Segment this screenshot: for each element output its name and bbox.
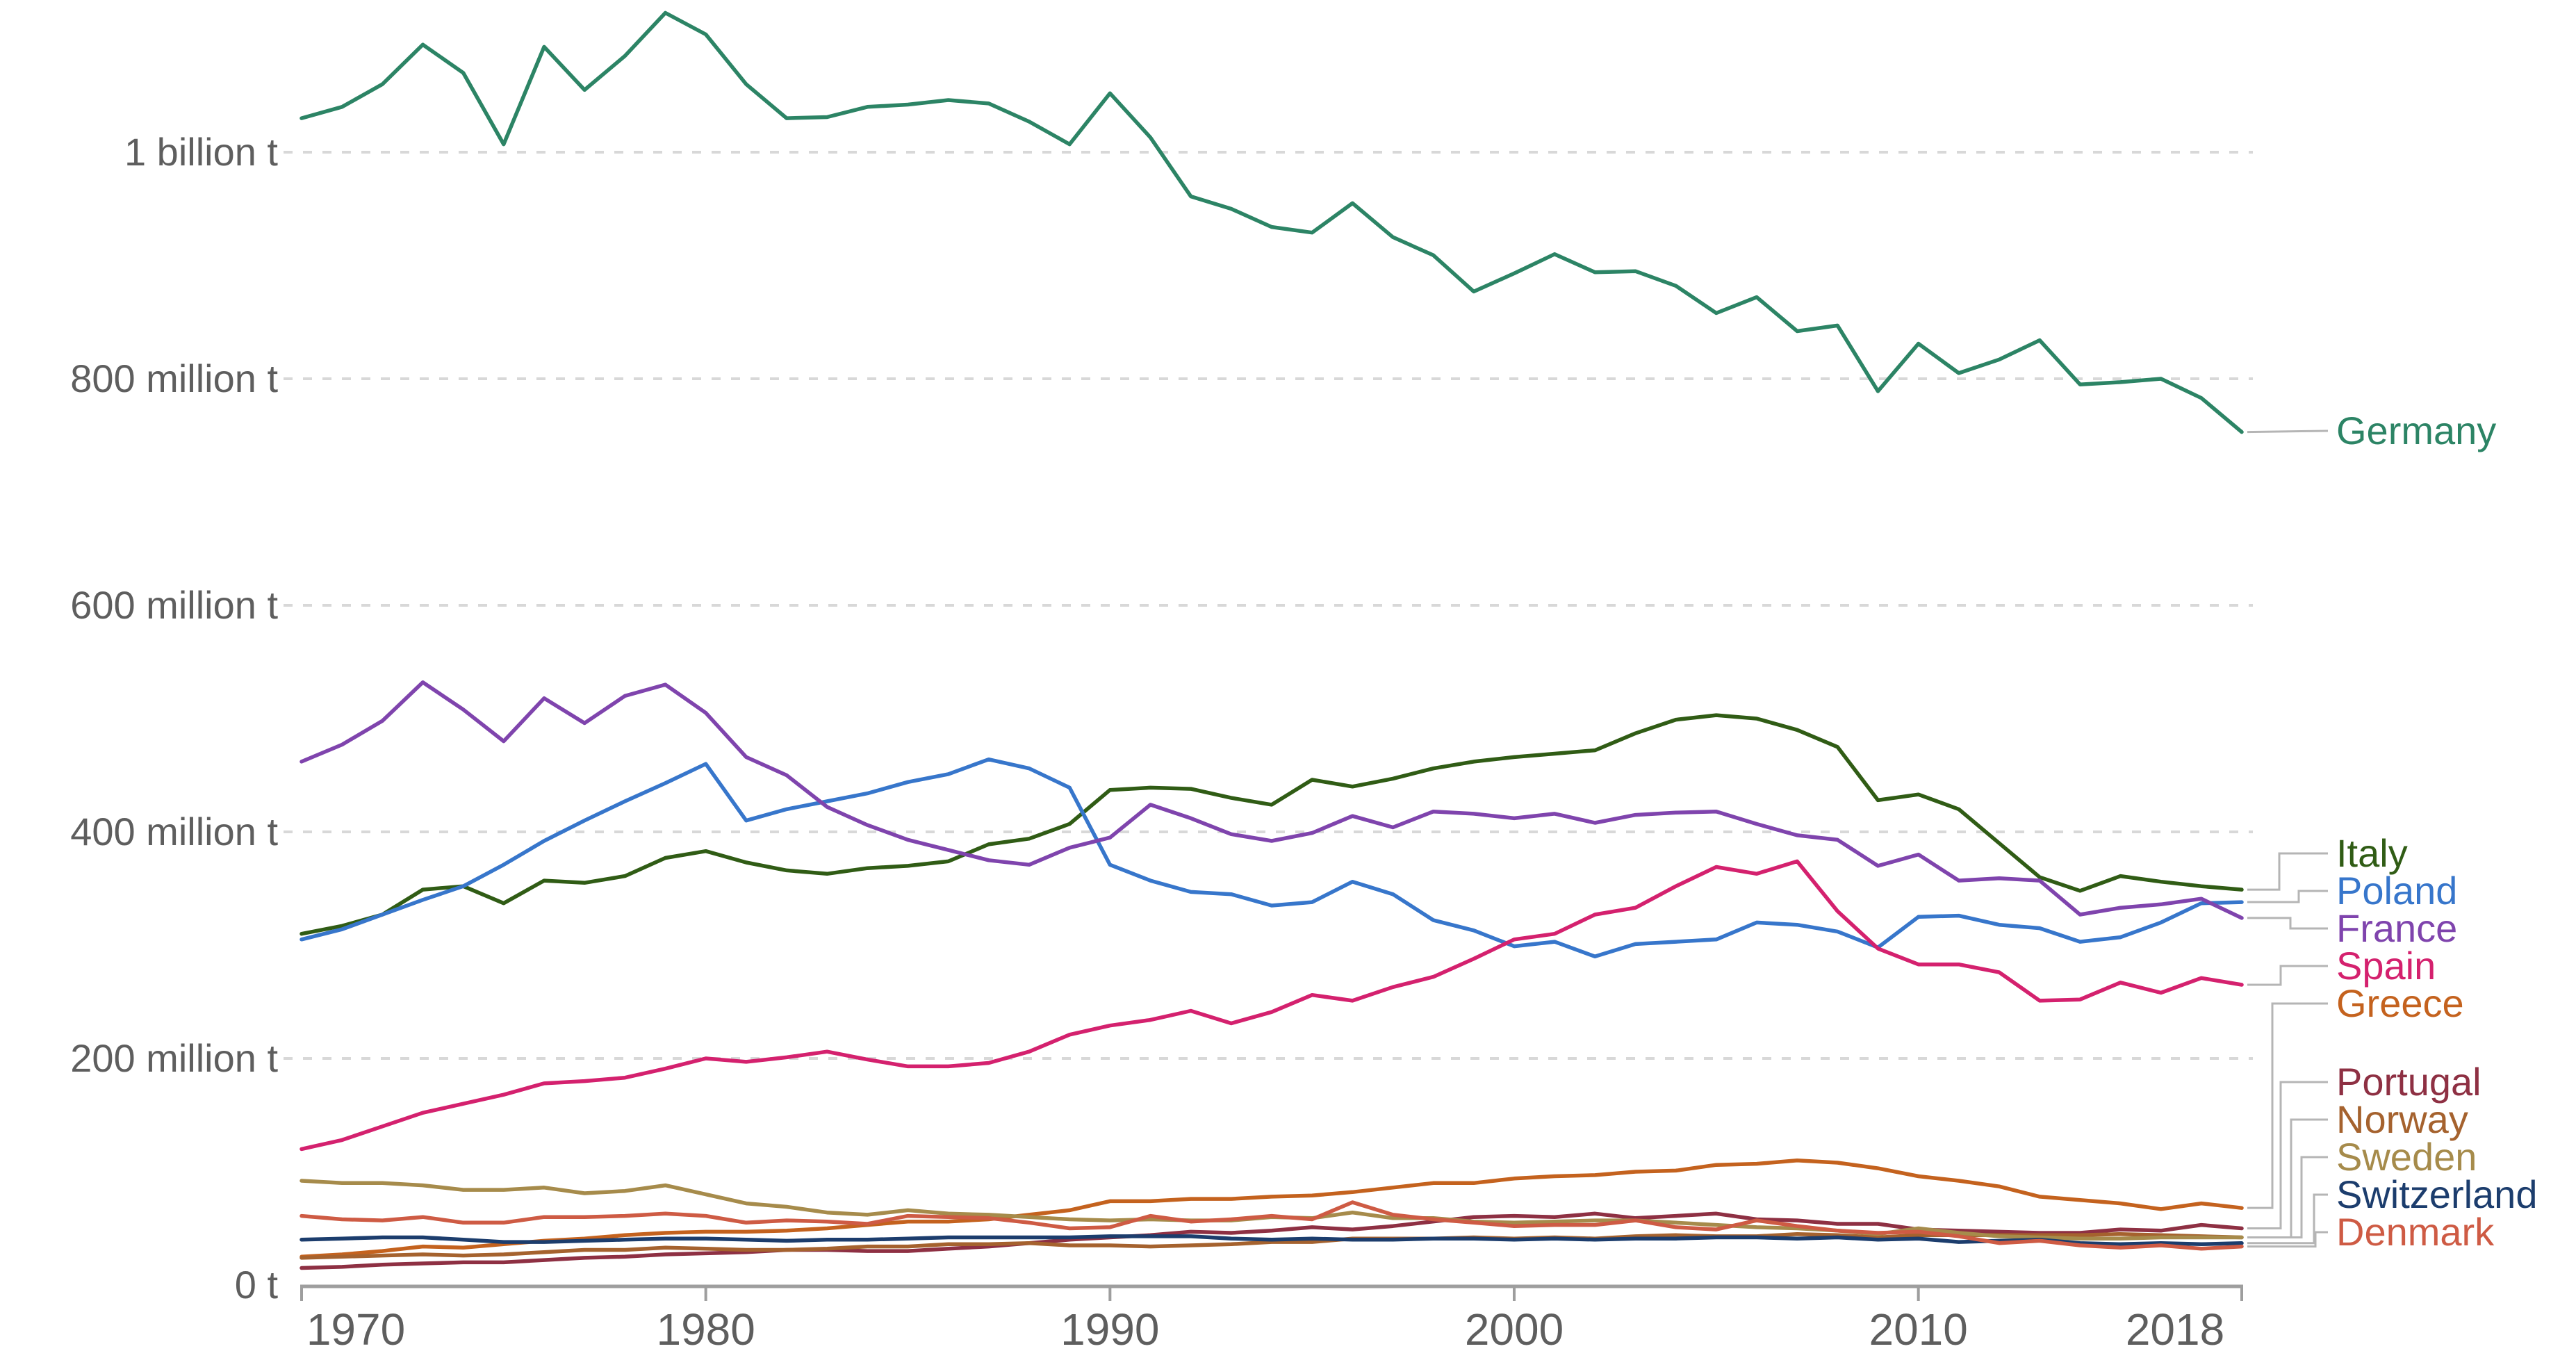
legend-connector-denmark <box>2247 1231 2328 1248</box>
legend-label-spain[interactable]: Spain <box>2336 944 2436 988</box>
line-denmark <box>300 1200 2244 1251</box>
line-germany <box>300 10 2244 434</box>
x-axis-label: 2000 <box>1464 1304 1564 1354</box>
legend-label-france[interactable]: France <box>2336 906 2458 950</box>
legend-label-norway[interactable]: Norway <box>2336 1097 2468 1141</box>
y-axis-label: 800 million t <box>70 357 278 400</box>
line-switzerland <box>300 1234 2244 1247</box>
legend-label-denmark[interactable]: Denmark <box>2336 1210 2495 1254</box>
y-axis-label: 400 million t <box>70 810 278 853</box>
x-axis-label: 1980 <box>656 1304 755 1354</box>
legend-connector-germany <box>2247 429 2329 434</box>
legend-label-greece[interactable]: Greece <box>2336 981 2464 1025</box>
line-spain <box>300 859 2244 1152</box>
legend-connector-norway <box>2247 1118 2328 1239</box>
x-axis-label: 2010 <box>1869 1304 1968 1354</box>
legend-label-italy[interactable]: Italy <box>2336 831 2408 875</box>
y-axis-label: 1 billion t <box>124 130 278 174</box>
legend-label-poland[interactable]: Poland <box>2336 869 2458 912</box>
legend-connector-portugal <box>2247 1081 2328 1229</box>
y-axis-label: 0 t <box>234 1263 278 1307</box>
x-axis-label: 2018 <box>2125 1304 2225 1354</box>
legend-connector-switzerland <box>2247 1193 2328 1245</box>
legend-connector-sweden <box>2247 1156 2328 1239</box>
legend-connector-france <box>2247 917 2328 930</box>
line-france <box>300 680 2244 920</box>
x-axis <box>300 1284 2243 1301</box>
line-greece <box>300 1158 2244 1259</box>
legend-label-germany[interactable]: Germany <box>2336 409 2497 452</box>
legend-label-portugal[interactable]: Portugal <box>2336 1060 2481 1104</box>
legend-connector-italy <box>2247 852 2328 891</box>
legend-label-sweden[interactable]: Sweden <box>2336 1135 2477 1179</box>
x-axis-label: 1990 <box>1060 1304 1160 1354</box>
legend-connector-spain <box>2247 965 2328 986</box>
y-axis-label: 200 million t <box>70 1036 278 1080</box>
legend-connectors <box>2247 429 2329 1248</box>
line-norway <box>300 1231 2244 1260</box>
line-italy <box>300 713 2244 936</box>
x-axis-label: 1970 <box>306 1304 406 1354</box>
legend-connector-greece <box>2247 1002 2328 1209</box>
legend-label-switzerland[interactable]: Switzerland <box>2336 1172 2538 1216</box>
line-poland <box>300 757 2244 959</box>
legend-connector-poland <box>2247 890 2328 903</box>
series-lines <box>300 10 2244 1270</box>
y-axis-label: 600 million t <box>70 583 278 627</box>
gridlines <box>284 151 2253 1060</box>
